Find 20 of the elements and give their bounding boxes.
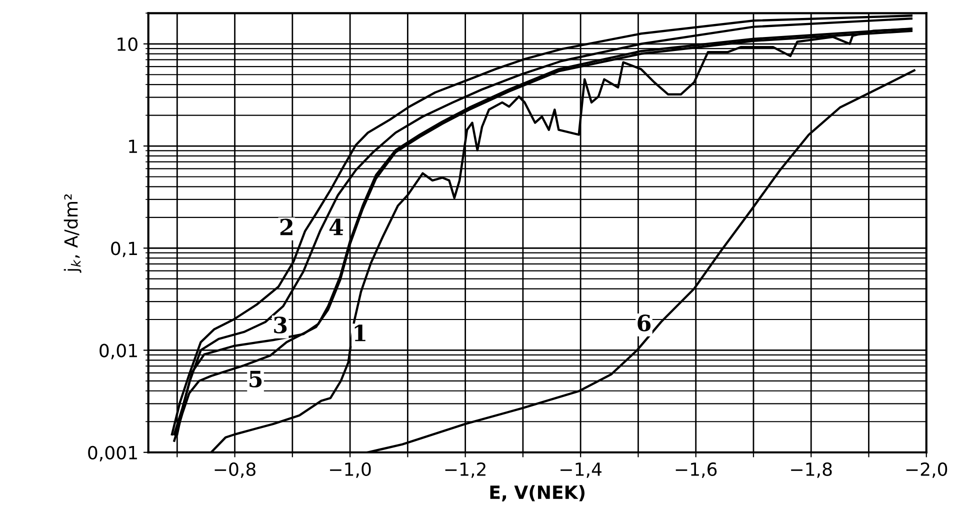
annotation: 1	[354, 324, 366, 342]
x-tick-label: −2,0	[906, 462, 948, 478]
y-tick-label: 0,01	[100, 344, 137, 360]
y-tick-label: 0,001	[88, 446, 137, 462]
x-tick-label: −1,4	[560, 462, 602, 478]
annotation: 6	[638, 314, 651, 332]
y-axis-title: j$_{k}$, A/dm²	[64, 194, 82, 273]
x-axis-title: E, V(NEK)	[490, 485, 584, 502]
annotation: 2	[280, 218, 292, 236]
x-tick-label: −1,2	[445, 462, 486, 478]
annotation: 4	[329, 218, 344, 236]
y-tick-label: 0,1	[111, 242, 137, 258]
x-tick-label: −0,8	[214, 462, 256, 478]
annotation: 5	[250, 370, 262, 388]
x-tick-label: −1,0	[330, 462, 371, 478]
x-tick-label: −1,6	[676, 462, 717, 478]
y-tick-label: 1	[129, 140, 137, 153]
annotation: 3	[274, 316, 287, 334]
y-tick-label: 10	[118, 37, 138, 52]
x-tick-label: −1,8	[791, 462, 832, 478]
